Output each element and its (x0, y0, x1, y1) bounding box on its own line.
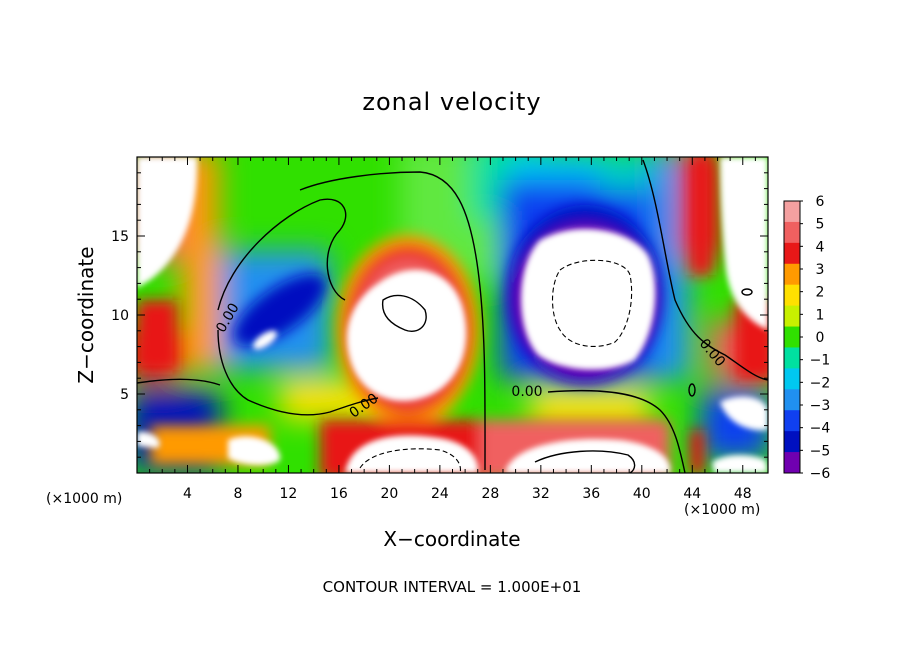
colorbar-label: 0 (816, 330, 825, 346)
colorbar-label: 1 (816, 307, 825, 323)
colorbar-label: −2 (810, 375, 831, 391)
colorbar-swatch (784, 201, 800, 223)
contour-line-bottom (534, 450, 636, 473)
colorbar-label: −5 (810, 443, 831, 459)
x-tick-label: 24 (431, 486, 449, 502)
y-axis: 5 10 15 (111, 172, 768, 458)
colorbar-swatch (784, 284, 800, 307)
colorbar-swatch (784, 452, 800, 474)
contour-line-lower-left (217, 329, 379, 416)
negative-contour-core (552, 259, 633, 347)
y-tick-label: 10 (111, 308, 129, 324)
contour-label: 0.00 (511, 384, 542, 400)
x-unit-label: (×1000 m) (684, 502, 761, 518)
x-tick-label: 32 (532, 486, 550, 502)
contour-line-left (217, 198, 347, 311)
colorbar-swatch (784, 347, 800, 369)
colorbar-label: 4 (816, 239, 825, 255)
x-axis: 4 8 12 16 20 24 28 32 36 40 44 48 (149, 157, 756, 502)
x-tick-label: 40 (633, 486, 651, 502)
y-tick-label: 5 (120, 387, 129, 403)
x-axis-label: X−coordinate (383, 527, 521, 551)
x-tick-label: 16 (330, 486, 348, 502)
contour-line-small-loop (741, 288, 753, 296)
x-tick-label: 20 (380, 486, 398, 502)
colorbar-label: −6 (810, 466, 831, 482)
colorbar-swatch (784, 431, 800, 453)
chart-title: zonal velocity (362, 88, 542, 116)
colorbar-swatch (784, 242, 800, 265)
contour-line-lower-right (547, 389, 686, 473)
contour-lines (137, 159, 768, 473)
colorbar-swatch (784, 326, 800, 348)
colorbar-label: 5 (816, 217, 825, 233)
z-unit-label: (×1000 m) (46, 491, 123, 507)
negative-contours (359, 259, 633, 473)
colorbar-label: −3 (810, 398, 831, 414)
contour-line-small-loop-2 (688, 383, 696, 397)
y-tick-label: 15 (111, 229, 129, 245)
x-tick-label: 4 (183, 486, 192, 502)
contour-line-right (642, 159, 768, 381)
negative-contour-bottom (359, 448, 462, 473)
x-tick-label: 8 (233, 486, 242, 502)
colorbar-label: −1 (810, 353, 831, 369)
colorbar-label: −4 (810, 421, 831, 437)
colorbar-swatch (784, 221, 800, 244)
heatmap-field (137, 157, 768, 473)
x-tick-label: 44 (683, 486, 701, 502)
colorbar-label: 6 (816, 194, 825, 210)
x-tick-label: 48 (734, 486, 752, 502)
colorbar: 6 5 4 3 2 1 0 −1 −2 −3 −4 −5 −6 (783, 194, 831, 482)
field-saturated-regions (137, 157, 768, 473)
colorbar-swatch (784, 263, 800, 286)
x-tick-label: 12 (280, 486, 298, 502)
colorbar-label: 3 (816, 262, 825, 278)
colorbar-swatch (784, 389, 800, 411)
contour-line-outer (299, 171, 486, 471)
colorbar-swatch (784, 410, 800, 432)
contour-interval-note: CONTOUR INTERVAL = 1.000E+01 (322, 578, 582, 596)
x-tick-label: 28 (481, 486, 499, 502)
contour-line-far-left (137, 378, 221, 386)
colorbar-label: 2 (816, 285, 825, 301)
contour-line-inner-positive (381, 294, 427, 332)
x-tick-label: 36 (582, 486, 600, 502)
colorbar-swatch (784, 305, 800, 328)
colorbar-swatch (784, 368, 800, 390)
